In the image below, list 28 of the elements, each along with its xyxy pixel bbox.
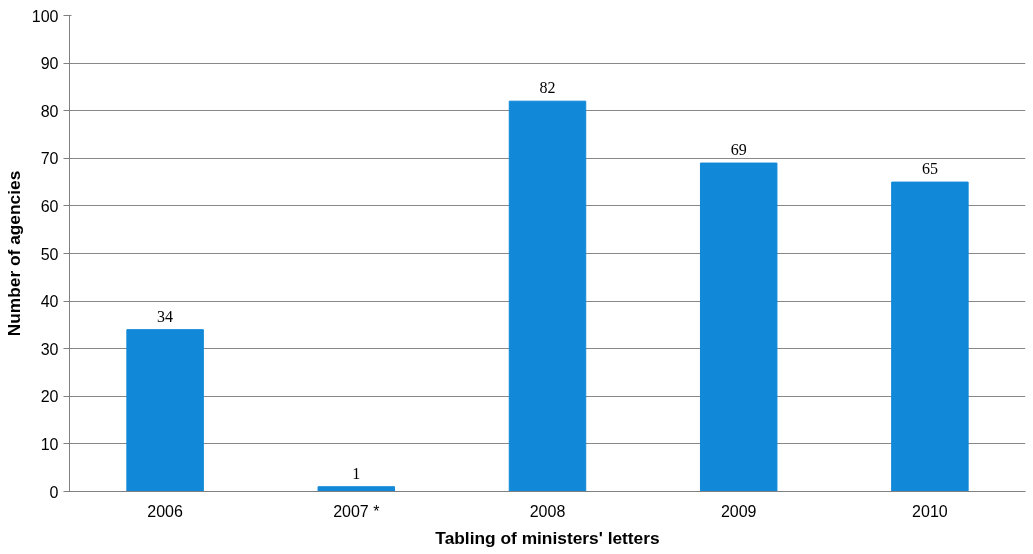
y-tick-label: 50 [40, 245, 59, 263]
y-tick-label: 70 [40, 150, 59, 168]
y-tick-label: 20 [40, 388, 59, 406]
y-tick-label: 100 [31, 7, 59, 25]
bar [891, 181, 969, 492]
bar [317, 486, 396, 492]
x-tick-label: 2009 [720, 502, 757, 520]
y-tick-label: 0 [49, 483, 59, 501]
y-tick-label: 60 [40, 197, 59, 215]
bar [508, 100, 587, 492]
x-tick-label: 2006 [147, 502, 183, 520]
data-label: 82 [539, 79, 556, 97]
y-tick-label: 90 [40, 55, 59, 73]
y-axis-title: Number of agencies [3, 170, 24, 337]
data-label: 34 [157, 307, 174, 325]
bar [126, 329, 204, 492]
data-label: 65 [921, 160, 938, 178]
x-axis-title: Tabling of ministers' letters [435, 527, 660, 548]
x-tick-label: 2010 [912, 502, 948, 520]
bar [699, 162, 778, 492]
data-label: 1 [352, 464, 361, 482]
y-tick-label: 30 [40, 340, 59, 358]
data-label: 69 [730, 141, 747, 159]
x-tick-label: 2008 [529, 502, 566, 520]
y-tick-label: 80 [40, 102, 59, 120]
x-tick-label: 2007 * [333, 502, 380, 520]
y-tick-label: 40 [40, 293, 59, 311]
y-tick-label: 10 [40, 435, 59, 453]
